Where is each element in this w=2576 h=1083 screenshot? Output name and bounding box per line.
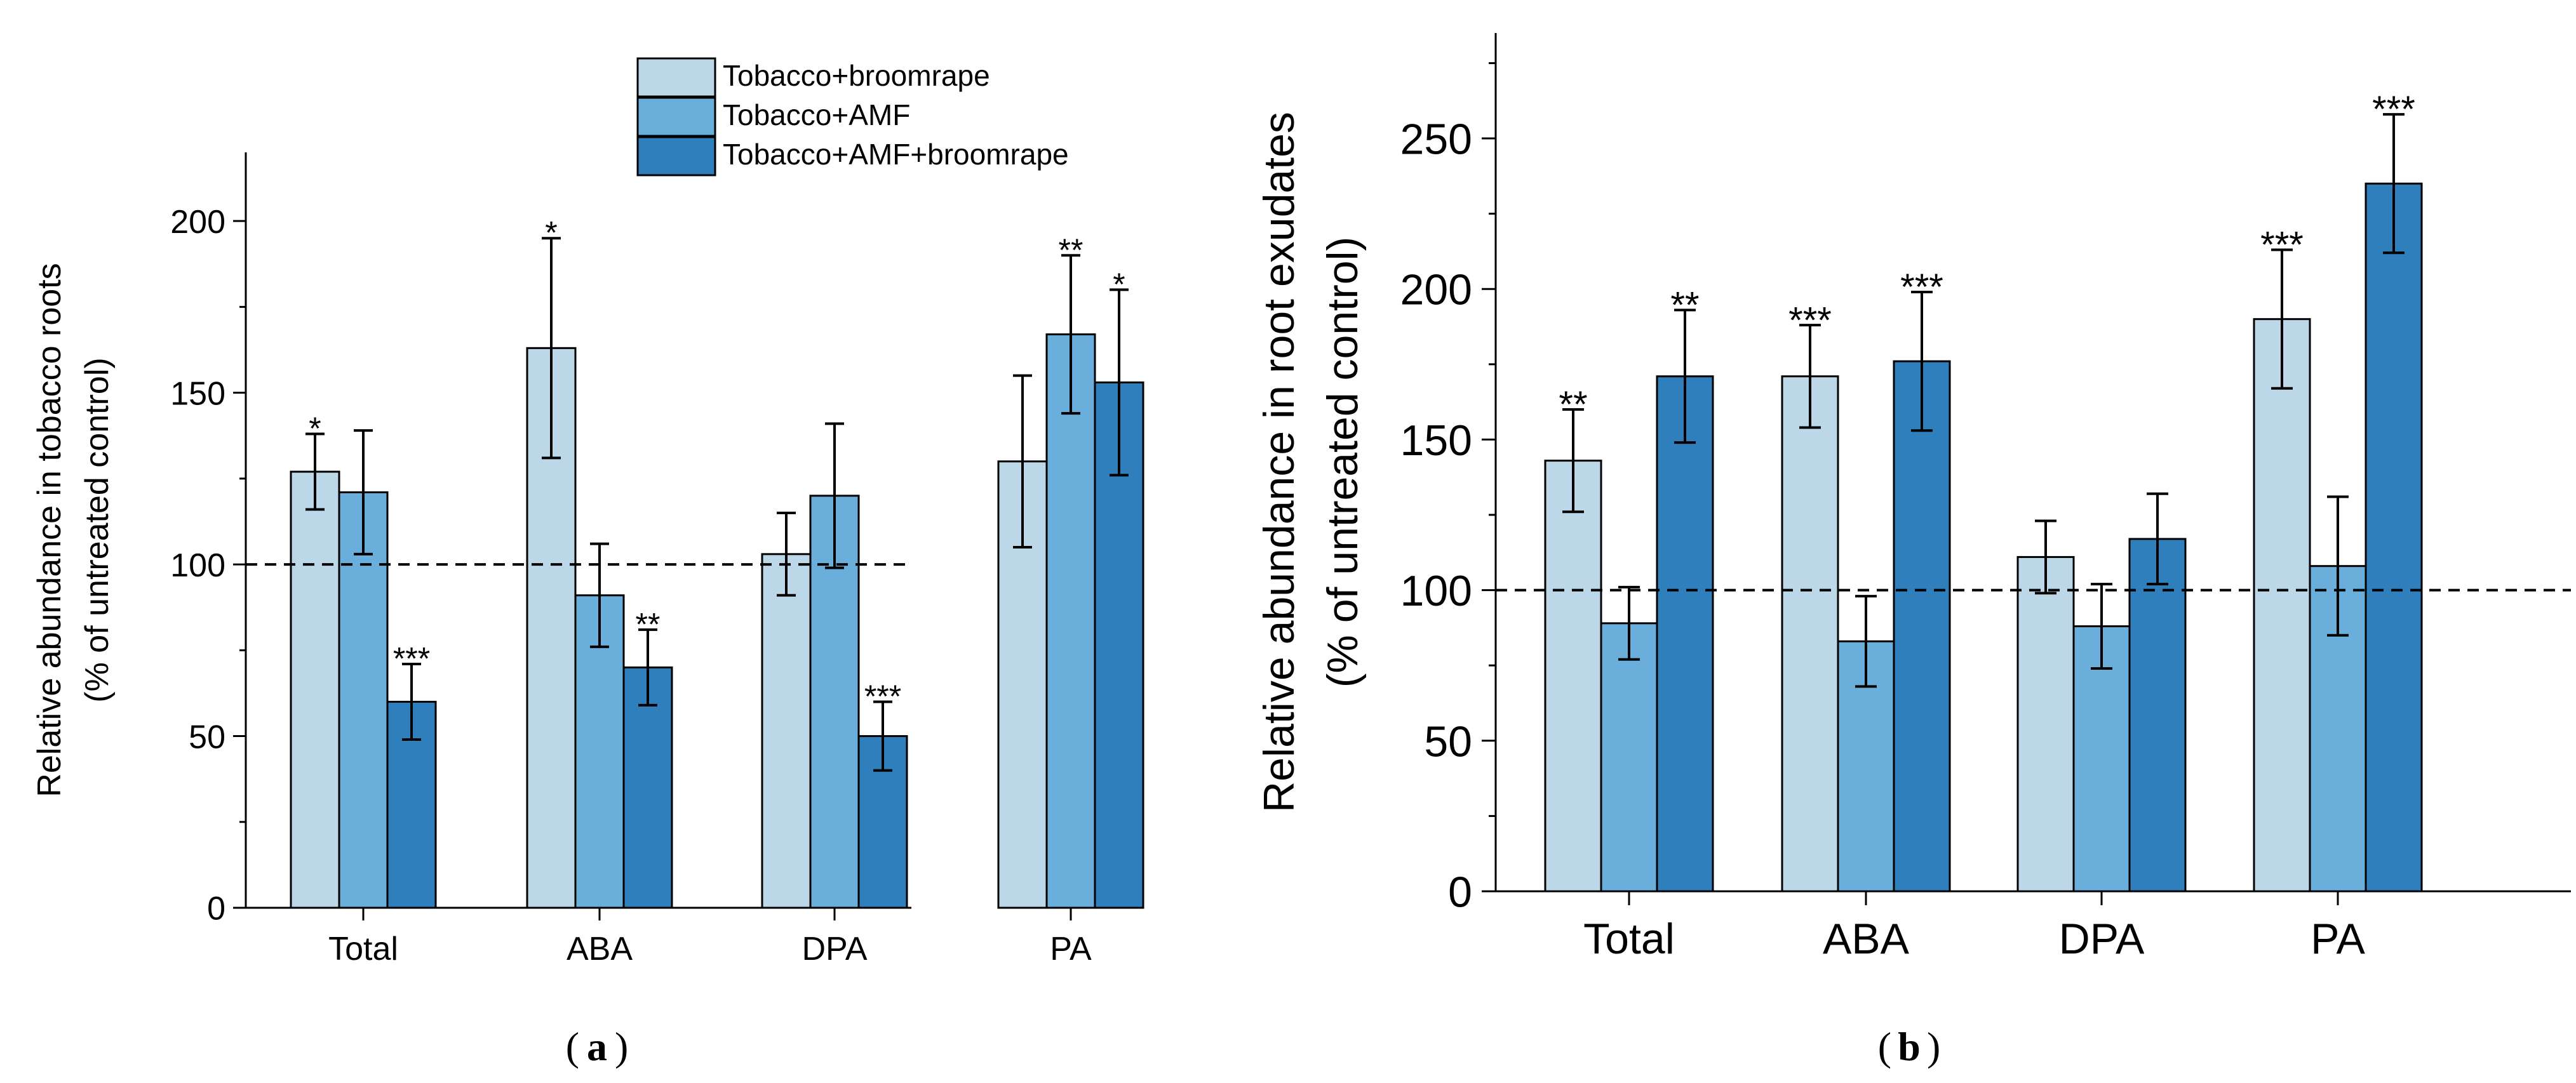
error-bar: [2035, 519, 2056, 595]
bar: [1045, 333, 1096, 909]
y-tick-label: 150: [170, 375, 225, 412]
y-tick-label: 150: [1400, 416, 1472, 465]
significance-label: **: [1559, 384, 1587, 425]
x-tick-label: Total: [328, 931, 398, 967]
significance-label: **: [1059, 232, 1083, 268]
bar: [2016, 555, 2075, 893]
significance-label: ***: [1900, 267, 1943, 308]
bar: [761, 553, 812, 909]
error-bar: [402, 662, 421, 741]
error-bar: [2383, 113, 2405, 255]
error-bar: [825, 422, 844, 569]
error-bar: [873, 700, 892, 772]
y-tick-label: 0: [207, 891, 225, 927]
error-bar: [354, 429, 373, 555]
x-tick-label: DPA: [802, 931, 867, 967]
y-tick-label: 0: [1448, 868, 1472, 916]
significance-label: *: [545, 215, 557, 251]
legend-label: Tobacco+AMF+broomrape: [723, 138, 1069, 171]
x-tick-label: PA: [1050, 931, 1092, 967]
svg-text:): ): [1927, 1024, 1940, 1069]
error-bar: [1911, 290, 1933, 432]
error-bar: [2327, 495, 2349, 637]
y-axis-title: Relative abundance in tobacco roots: [31, 263, 68, 797]
bar: [1600, 622, 1658, 893]
legend-item: Tobacco+broomrape: [636, 57, 990, 98]
svg-text:(: (: [566, 1024, 579, 1069]
panel-label-a-letter: a: [587, 1024, 607, 1069]
error-bar: [1061, 254, 1080, 415]
error-bar: [638, 628, 657, 707]
legend-swatch: [636, 136, 716, 176]
significance-label: *: [1113, 267, 1125, 302]
error-bar: [2091, 583, 2112, 670]
error-bar: [590, 542, 609, 648]
bar: [2253, 318, 2311, 893]
y-tick-label: 200: [170, 204, 225, 241]
y-tick-label: 100: [1400, 567, 1472, 615]
svg-text:): ): [615, 1024, 628, 1069]
y-axis-title: Relative abundance in root exudates: [1255, 112, 1303, 813]
error-bar: [1013, 374, 1032, 549]
bar: [1544, 460, 1602, 893]
error-bar: [1799, 324, 1821, 429]
significance-label: *: [309, 411, 321, 446]
panel-label-b: ( b ): [1878, 1024, 1941, 1069]
legend-item: Tobacco+AMF: [636, 96, 910, 137]
significance-label: **: [636, 606, 661, 642]
bar: [1656, 375, 1714, 893]
error-bar: [1855, 595, 1877, 688]
svg-text:(: (: [1878, 1024, 1891, 1069]
y-axis-title-line2: (% of untreated control): [79, 357, 116, 702]
y-tick-label: 100: [170, 547, 225, 584]
bar: [290, 470, 340, 909]
bar: [622, 666, 673, 909]
chart-panel-b: 0 50 100 150 200 250 Relative abundance in roo…: [1255, 33, 2571, 963]
x-tick-label: DPA: [2059, 915, 2145, 963]
y-tick-label: 50: [1424, 717, 1472, 766]
error-bar: [1674, 309, 1696, 444]
error-bar: [1618, 585, 1640, 661]
panel-label-b-letter: b: [1898, 1024, 1921, 1069]
y-tick-label: 50: [189, 719, 225, 755]
panel-label-a: ( a ): [566, 1024, 629, 1069]
error-bar: [2271, 248, 2293, 390]
x-tick-label: PA: [2311, 915, 2365, 963]
legend: Tobacco+broomrape Tobacco+AMF Tobacco+AMF+…: [636, 57, 1069, 176]
significance-label: ***: [864, 679, 901, 714]
significance-label: ***: [2260, 225, 2304, 266]
error-bar: [2147, 492, 2168, 586]
significance-label: **: [1670, 285, 1699, 326]
error-bar: [542, 237, 561, 460]
legend-swatch: [636, 57, 716, 98]
bar: [2365, 182, 2423, 893]
significance-label: ***: [1788, 300, 1832, 341]
error-bar: [305, 432, 325, 511]
x-tick-label: ABA: [1823, 915, 1910, 963]
significance-label: ***: [2372, 89, 2415, 130]
legend-label: Tobacco+AMF: [723, 98, 910, 131]
y-tick-label: 250: [1400, 116, 1472, 164]
error-bar: [777, 511, 796, 597]
y-tick-label: 200: [1400, 266, 1472, 314]
y-axis-title-line2: (% of untreated control): [1318, 237, 1367, 688]
legend-item: Tobacco+AMF+broomrape: [636, 136, 1069, 176]
x-tick-label: Total: [1583, 915, 1675, 963]
legend-swatch: [636, 96, 716, 137]
bar: [1893, 360, 1951, 893]
error-bar: [1110, 288, 1129, 477]
bar: [2128, 538, 2187, 893]
x-tick-label: ABA: [567, 931, 633, 967]
chart-panel-a: 0 50 100 150 200 Relative abundance in tobacc…: [31, 152, 1144, 967]
bar: [1781, 375, 1839, 893]
significance-label: ***: [393, 641, 430, 676]
error-bar: [1562, 408, 1584, 514]
legend-label: Tobacco+broomrape: [723, 59, 990, 92]
